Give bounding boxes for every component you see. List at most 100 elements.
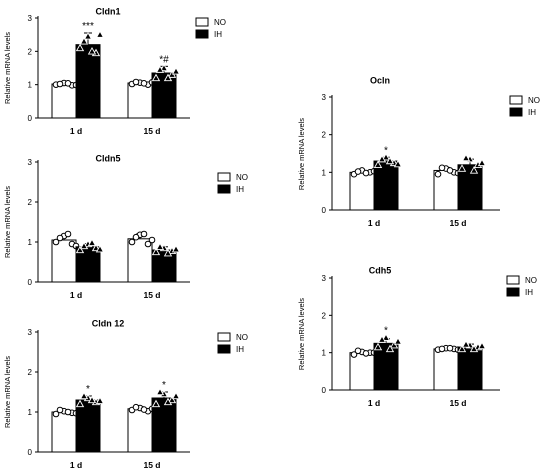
data-point — [393, 159, 403, 168]
data-point — [354, 347, 362, 355]
data-point — [95, 30, 105, 38]
chart-panel-3: Cldn 12 Relative mRNA levels 0 1 2 3 1 d 15 d * *… — [3, 318, 248, 470]
data-point — [457, 344, 467, 353]
x-tick-label: 1 d — [368, 218, 380, 228]
data-point — [457, 164, 467, 172]
bar-ih-1d — [373, 160, 399, 211]
y-tick-label: 3 — [28, 158, 33, 167]
data-point — [140, 406, 148, 413]
data-point — [446, 167, 454, 174]
bar-no-1d — [51, 83, 77, 119]
data-point — [381, 152, 391, 161]
y-axis-label: Relative mRNA levels — [297, 118, 306, 190]
data-point — [64, 230, 72, 238]
y-tick-label: 0 — [322, 386, 327, 395]
y-tick-label: 1 — [28, 81, 33, 90]
data-point — [87, 395, 97, 404]
data-point — [87, 238, 97, 246]
bar-no-15d — [433, 348, 459, 391]
data-point — [75, 399, 85, 408]
data-point — [438, 164, 446, 172]
data-point — [385, 156, 395, 165]
x-tick-label: 1 d — [368, 398, 380, 408]
y-tick-label: 1 — [322, 168, 327, 177]
data-point — [446, 344, 454, 352]
legend-label-ih: IH — [525, 288, 533, 297]
data-point — [95, 244, 105, 253]
data-point — [64, 80, 72, 87]
y-tick-label: 3 — [322, 274, 327, 283]
x-tick-label: 1 d — [70, 126, 82, 136]
y-tick-label: 0 — [322, 206, 327, 215]
legend-label-ih: IH — [214, 30, 222, 39]
bar-ih-1d — [75, 44, 101, 119]
data-point — [377, 154, 387, 163]
data-point — [56, 234, 64, 242]
data-point — [155, 242, 165, 250]
data-point — [362, 169, 370, 177]
x-tick-label: 15 d — [143, 290, 160, 300]
data-point — [461, 340, 471, 348]
y-tick-label: 1 — [28, 238, 33, 247]
data-point — [163, 248, 173, 257]
data-point — [75, 43, 85, 52]
bar-no-1d — [51, 411, 77, 453]
legend-swatch-ih — [509, 107, 523, 117]
data-point — [477, 158, 487, 167]
legend-label-no: NO — [236, 173, 248, 182]
x-tick-label: 15 d — [143, 126, 160, 136]
bar-ih-15d — [151, 249, 177, 283]
data-point — [373, 160, 383, 168]
data-point — [171, 67, 181, 75]
data-point — [148, 236, 156, 244]
bar-no-1d — [349, 171, 375, 211]
data-point — [377, 335, 387, 343]
x-tick-label: 15 d — [449, 398, 466, 408]
data-point — [132, 78, 140, 86]
significance-marker: *** — [82, 21, 94, 32]
data-point — [477, 341, 487, 350]
y-tick-label: 2 — [28, 47, 33, 56]
chart-panel-5: Cdh5 Relative mRNA levels 0 1 2 3 1 d 15 d * NO IH — [297, 265, 537, 408]
y-tick-label: 3 — [28, 328, 33, 337]
data-point — [163, 73, 173, 82]
x-tick-label: 15 d — [449, 218, 466, 228]
data-point — [354, 168, 362, 175]
data-point — [155, 65, 165, 73]
chart-title: Cldn 12 — [92, 318, 125, 328]
data-point — [167, 395, 177, 404]
legend-swatch-no — [217, 172, 231, 182]
data-point — [151, 73, 161, 82]
data-point — [79, 37, 89, 45]
legend-swatch-ih — [195, 29, 209, 39]
legend-swatch-no — [506, 275, 520, 285]
data-point — [83, 32, 93, 40]
data-point — [350, 351, 358, 358]
y-tick-label: 2 — [28, 198, 33, 207]
legend-label-ih: IH — [236, 345, 244, 354]
legend-swatch-no — [217, 332, 231, 342]
data-point — [56, 406, 64, 414]
bar-ih-1d — [373, 342, 399, 391]
significance-marker: *# — [159, 54, 169, 65]
y-tick-label: 3 — [28, 14, 33, 23]
data-point — [434, 170, 442, 178]
bar-ih-15d — [457, 164, 483, 211]
y-tick-label: 0 — [28, 278, 33, 287]
legend-label-ih: IH — [528, 108, 536, 117]
y-axis-label: Relative mRNA levels — [3, 356, 12, 428]
data-point — [362, 350, 370, 357]
data-point — [64, 408, 72, 416]
significance-marker: * — [162, 380, 166, 391]
chart-title: Cldn1 — [95, 6, 120, 16]
data-point — [159, 63, 169, 72]
data-point — [95, 396, 105, 404]
data-point — [389, 340, 399, 349]
chart-panel-2: Cldn5 Relative mRNA levels 0 1 2 3 1 d 15 d NO IH — [3, 153, 248, 300]
legend-label-no: NO — [528, 96, 540, 105]
legend-label-ih: IH — [236, 185, 244, 194]
bar-ih-1d — [75, 399, 101, 453]
legend-swatch-no — [509, 95, 523, 105]
significance-marker: * — [384, 326, 388, 337]
